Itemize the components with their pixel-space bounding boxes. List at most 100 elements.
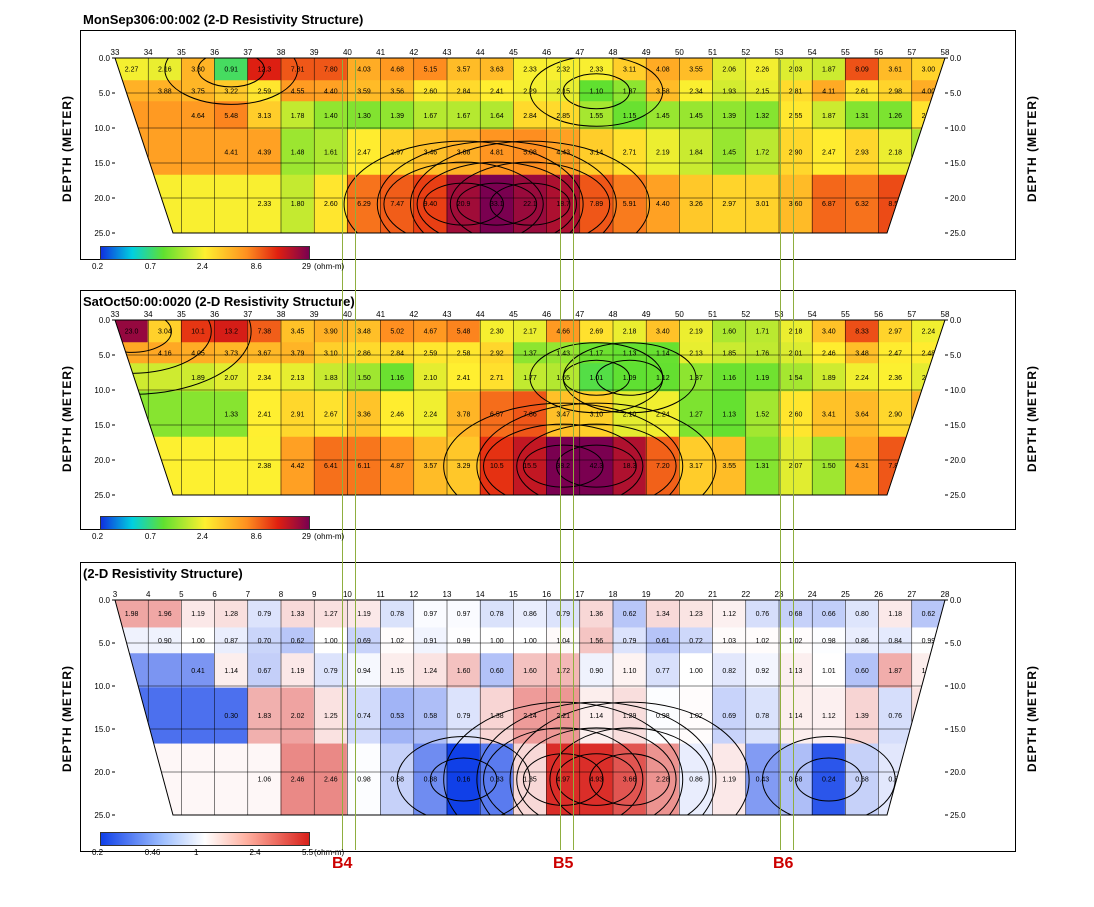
svg-text:18: 18 [609, 590, 618, 599]
colorbar-tick: 0.2 [92, 532, 103, 541]
svg-text:0.84: 0.84 [888, 638, 902, 645]
svg-text:0.82: 0.82 [722, 668, 736, 675]
svg-text:25.0: 25.0 [950, 229, 966, 238]
svg-text:0.0: 0.0 [99, 54, 111, 63]
svg-text:1.10: 1.10 [590, 88, 604, 95]
svg-text:1.60: 1.60 [457, 668, 471, 675]
svg-text:1.02: 1.02 [689, 713, 703, 720]
svg-text:2.84: 2.84 [523, 113, 537, 120]
svg-text:1.02: 1.02 [390, 638, 404, 645]
svg-text:3.57: 3.57 [424, 463, 438, 470]
svg-text:25.0: 25.0 [950, 491, 966, 500]
svg-text:2.81: 2.81 [922, 777, 936, 784]
svg-text:0.94: 0.94 [357, 668, 371, 675]
svg-text:4.16: 4.16 [158, 350, 172, 357]
svg-text:0.0: 0.0 [950, 316, 962, 325]
svg-text:2.06: 2.06 [722, 66, 736, 73]
svg-text:55: 55 [841, 48, 850, 57]
svg-text:57: 57 [907, 48, 916, 57]
svg-text:1.13: 1.13 [722, 412, 736, 419]
svg-text:0.16: 0.16 [457, 777, 471, 784]
svg-text:22.1: 22.1 [523, 201, 537, 208]
svg-text:34: 34 [144, 48, 153, 57]
svg-text:1.19: 1.19 [291, 668, 305, 675]
svg-text:20.9: 20.9 [457, 201, 471, 208]
svg-text:1.24: 1.24 [424, 668, 438, 675]
svg-text:3.04: 3.04 [158, 328, 172, 335]
svg-text:2.41: 2.41 [457, 375, 471, 382]
svg-text:0.60: 0.60 [490, 668, 504, 675]
svg-text:13: 13 [443, 590, 452, 599]
svg-text:6.41: 6.41 [324, 463, 338, 470]
svg-text:0.24: 0.24 [822, 777, 836, 784]
svg-text:1.12: 1.12 [722, 611, 736, 618]
svg-text:12: 12 [409, 590, 418, 599]
svg-text:1.37: 1.37 [523, 350, 537, 357]
svg-text:2.14: 2.14 [523, 713, 537, 720]
svg-text:1.24: 1.24 [922, 713, 936, 720]
svg-text:2.97: 2.97 [888, 328, 902, 335]
panel-2-title: SatOct50:00:0020 (2-D Resistivity Struct… [83, 294, 355, 309]
svg-text:3.17: 3.17 [689, 463, 703, 470]
svg-text:0.61: 0.61 [656, 638, 670, 645]
svg-text:2.41: 2.41 [258, 412, 272, 419]
svg-text:6.87: 6.87 [822, 201, 836, 208]
svg-text:0.78: 0.78 [490, 611, 504, 618]
svg-text:1.34: 1.34 [656, 611, 670, 618]
colorbar-tick: 0.7 [145, 262, 156, 271]
svg-text:0.38: 0.38 [424, 777, 438, 784]
svg-text:0.33: 0.33 [490, 777, 504, 784]
svg-text:0.62: 0.62 [922, 611, 936, 618]
svg-text:1.00: 1.00 [523, 638, 537, 645]
svg-text:45: 45 [509, 48, 518, 57]
colorbar-tick: 8.6 [251, 532, 262, 541]
svg-text:0.58: 0.58 [424, 713, 438, 720]
svg-text:10.0: 10.0 [94, 124, 110, 133]
svg-text:9.40: 9.40 [424, 201, 438, 208]
svg-text:51: 51 [708, 48, 717, 57]
svg-text:7.47: 7.47 [390, 201, 404, 208]
svg-text:0.68: 0.68 [855, 777, 869, 784]
svg-text:1.19: 1.19 [722, 777, 736, 784]
svg-text:10.5: 10.5 [490, 463, 504, 470]
svg-text:2.24: 2.24 [855, 375, 869, 382]
svg-text:1.14: 1.14 [224, 668, 238, 675]
svg-text:4: 4 [146, 590, 151, 599]
svg-text:2.24: 2.24 [424, 412, 438, 419]
svg-text:8: 8 [279, 590, 284, 599]
svg-text:0.62: 0.62 [291, 638, 305, 645]
svg-text:36: 36 [210, 48, 219, 57]
svg-text:6.32: 6.32 [855, 201, 869, 208]
svg-text:1.83: 1.83 [258, 713, 272, 720]
colorbar-tick: 1 [194, 848, 198, 857]
svg-text:1.48: 1.48 [291, 150, 305, 157]
svg-text:1.19: 1.19 [357, 611, 371, 618]
svg-text:3.48: 3.48 [357, 328, 371, 335]
svg-text:0.69: 0.69 [357, 638, 371, 645]
svg-text:7.38: 7.38 [258, 328, 272, 335]
svg-text:3.46: 3.46 [424, 150, 438, 157]
svg-text:10.1: 10.1 [191, 328, 205, 335]
svg-text:2.33: 2.33 [523, 66, 537, 73]
panel-1-crosssection: 2.272.163.800.9112.37.817.804.034.685.15… [115, 58, 945, 233]
svg-text:3.29: 3.29 [457, 463, 471, 470]
svg-text:1.14: 1.14 [656, 350, 670, 357]
svg-text:1.00: 1.00 [324, 638, 338, 645]
svg-text:0.69: 0.69 [722, 713, 736, 720]
svg-text:2.15: 2.15 [756, 88, 770, 95]
svg-text:5.0: 5.0 [950, 351, 962, 360]
svg-text:15.0: 15.0 [950, 725, 966, 734]
svg-text:0.0: 0.0 [99, 596, 111, 605]
svg-text:2.13: 2.13 [689, 350, 703, 357]
svg-text:1.80: 1.80 [291, 201, 305, 208]
svg-text:1.38: 1.38 [490, 713, 504, 720]
svg-text:15: 15 [509, 590, 518, 599]
svg-text:1.71: 1.71 [756, 328, 770, 335]
svg-text:15.0: 15.0 [950, 159, 966, 168]
svg-text:1.89: 1.89 [822, 375, 836, 382]
svg-text:3.11: 3.11 [623, 66, 636, 73]
svg-text:0.76: 0.76 [756, 611, 770, 618]
svg-text:2.47: 2.47 [888, 350, 902, 357]
svg-text:1.87: 1.87 [822, 66, 836, 73]
svg-text:6.57: 6.57 [490, 412, 504, 419]
